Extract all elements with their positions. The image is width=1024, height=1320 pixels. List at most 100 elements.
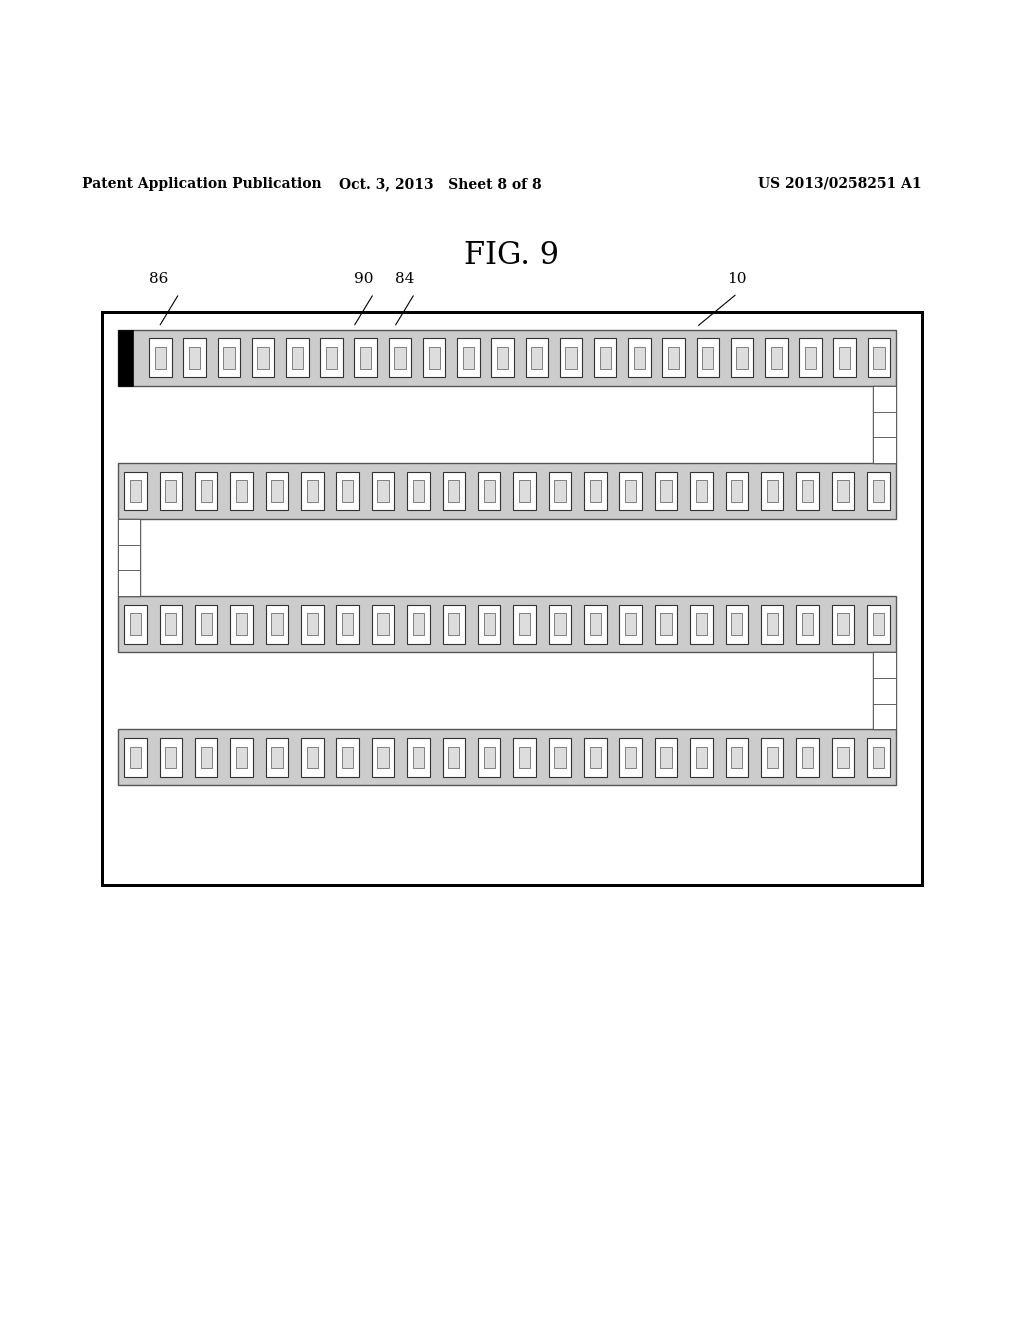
Bar <box>831 738 854 776</box>
Bar <box>223 347 234 368</box>
Bar <box>761 738 783 776</box>
Bar <box>195 605 217 644</box>
Bar <box>519 614 530 635</box>
Bar <box>519 480 530 502</box>
Bar <box>549 738 571 776</box>
Bar <box>660 614 672 635</box>
Bar <box>873 678 896 704</box>
Bar <box>307 614 317 635</box>
Bar <box>625 480 636 502</box>
Bar <box>265 605 288 644</box>
Bar <box>731 747 742 768</box>
Bar <box>457 338 479 378</box>
Bar <box>301 605 324 644</box>
Bar <box>230 605 253 644</box>
Bar <box>620 605 642 644</box>
Bar <box>767 747 778 768</box>
Bar <box>301 471 324 511</box>
Bar <box>654 471 677 511</box>
Bar <box>449 747 460 768</box>
Bar <box>160 738 182 776</box>
Bar <box>560 338 583 378</box>
Bar <box>449 614 460 635</box>
Bar <box>360 347 372 368</box>
Bar <box>271 614 283 635</box>
Bar <box>428 347 439 368</box>
Bar <box>102 312 922 886</box>
Bar <box>531 347 543 368</box>
Bar <box>124 738 146 776</box>
Bar <box>271 480 283 502</box>
Bar <box>160 471 182 511</box>
Bar <box>326 347 337 368</box>
Bar <box>342 747 353 768</box>
Bar <box>155 347 166 368</box>
Bar <box>307 480 317 502</box>
Bar <box>513 738 536 776</box>
Bar <box>230 471 253 511</box>
Bar <box>183 338 206 378</box>
Text: FIG. 9: FIG. 9 <box>465 240 559 271</box>
Bar <box>660 747 672 768</box>
Bar <box>165 614 176 635</box>
Bar <box>831 605 854 644</box>
Bar <box>690 605 713 644</box>
Bar <box>124 605 146 644</box>
Bar <box>492 338 514 378</box>
Bar <box>554 480 565 502</box>
Bar <box>118 570 140 597</box>
Bar <box>160 605 182 644</box>
Bar <box>230 738 253 776</box>
Bar <box>872 614 884 635</box>
Bar <box>118 330 896 385</box>
Bar <box>497 347 508 368</box>
Bar <box>321 338 343 378</box>
Bar <box>442 605 465 644</box>
Bar <box>867 738 890 776</box>
Bar <box>584 738 606 776</box>
Bar <box>130 747 141 768</box>
Bar <box>236 747 247 768</box>
Bar <box>201 480 212 502</box>
Bar <box>767 614 778 635</box>
Bar <box>378 614 389 635</box>
Bar <box>150 338 172 378</box>
Bar <box>519 747 530 768</box>
Text: Patent Application Publication: Patent Application Publication <box>82 177 322 191</box>
Bar <box>802 480 813 502</box>
Bar <box>654 738 677 776</box>
Bar <box>584 471 606 511</box>
Text: 10: 10 <box>727 272 748 286</box>
Bar <box>625 614 636 635</box>
Bar <box>873 412 896 437</box>
Bar <box>873 347 885 368</box>
Bar <box>726 738 749 776</box>
Bar <box>118 729 896 785</box>
Bar <box>867 605 890 644</box>
Bar <box>165 480 176 502</box>
Bar <box>663 338 685 378</box>
Bar <box>257 347 268 368</box>
Bar <box>118 519 140 545</box>
Bar <box>600 347 611 368</box>
Bar <box>118 545 140 570</box>
Bar <box>408 605 430 644</box>
Bar <box>265 738 288 776</box>
Bar <box>378 480 389 502</box>
Bar <box>590 747 601 768</box>
Bar <box>802 747 813 768</box>
Bar <box>736 347 748 368</box>
Bar <box>831 471 854 511</box>
Bar <box>342 614 353 635</box>
Bar <box>130 614 141 635</box>
Bar <box>252 338 274 378</box>
Bar <box>413 747 424 768</box>
Bar <box>337 605 359 644</box>
Bar <box>696 480 708 502</box>
Bar <box>726 471 749 511</box>
Bar <box>872 747 884 768</box>
Bar <box>696 747 708 768</box>
Bar <box>696 614 708 635</box>
Bar <box>765 338 787 378</box>
Bar <box>236 614 247 635</box>
